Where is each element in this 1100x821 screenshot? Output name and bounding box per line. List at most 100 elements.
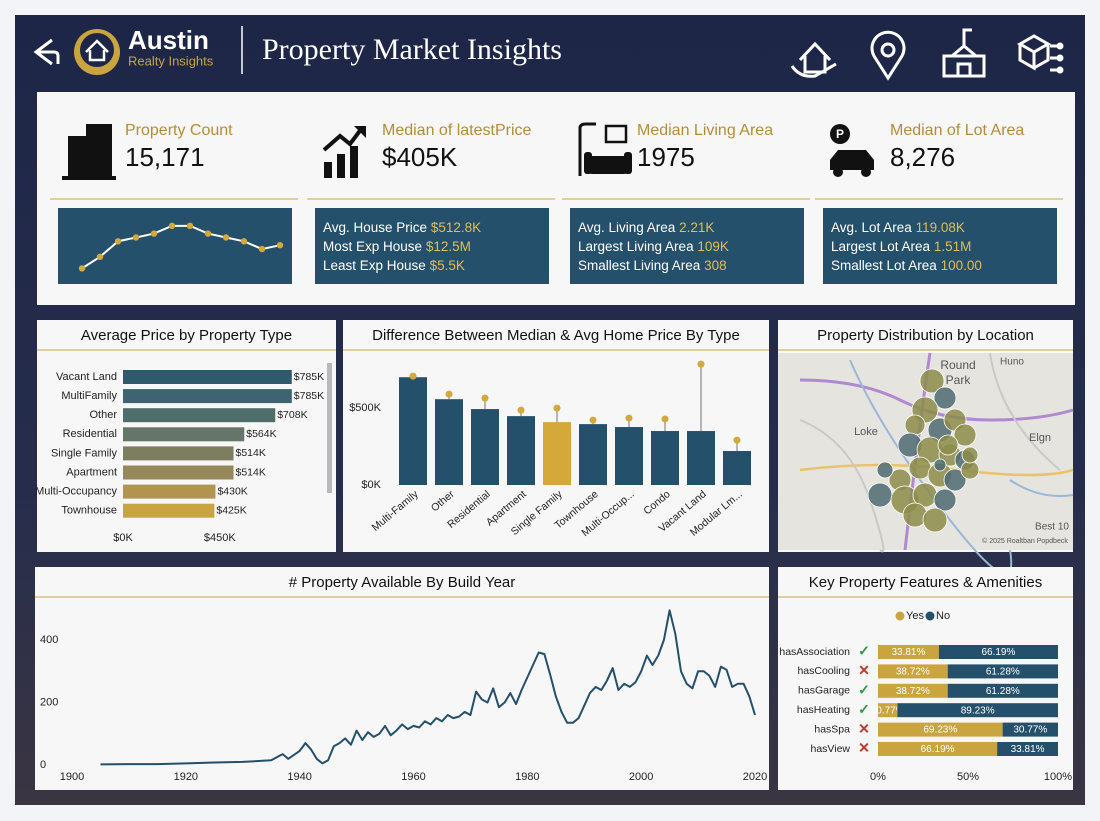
bar [723,451,751,485]
status-icon: ✓ [858,701,870,717]
sparkline-point [258,245,266,253]
kpi-detail-label: Largest Living Area [578,239,694,254]
nav-location-icon[interactable] [870,30,906,81]
status-icon: ✕ [858,662,870,678]
bar-segment [897,703,1058,718]
kpi-detail-value: $5.5K [430,258,465,273]
kpi-detail-value: $12.5M [426,239,471,254]
x-tick-label: 1900 [60,771,84,783]
map-label: © 2025 Roaltban Popdbeck [982,537,1068,545]
average-dot [445,390,453,398]
bar [123,427,245,442]
category-label: MultiFamily [61,390,117,402]
chart-icon [322,126,366,178]
kpi-value: 8,276 [890,142,955,172]
kpi-detail-label: Most Exp House [323,239,422,254]
kpi-label: Median of latestPrice [382,122,532,139]
living-icon [578,122,632,176]
y-tick-label: 0 [40,759,46,771]
bar [651,431,679,485]
average-dot [481,394,489,402]
map-bubble [943,468,967,492]
bar [123,408,276,423]
status-icon: ✕ [858,720,870,736]
nav-network-icon[interactable] [1016,34,1064,74]
nav-school-icon[interactable] [942,28,986,78]
value-label: 33.81% [1011,744,1045,755]
value-label: 38.72% [896,686,930,697]
category-label: hasGarage [798,685,850,697]
map-bubble [933,386,957,410]
chart-title: # Property Available By Build Year [289,574,516,591]
value-label: $708K [277,409,307,421]
y-tick-label: 400 [40,634,58,646]
value-label: 66.19% [921,744,955,755]
sparkline-point [168,222,176,230]
line [100,609,756,766]
kpi-detail-value: 1.51M [934,239,972,254]
building-icon [62,124,116,180]
value-label: 33.81% [891,647,925,658]
x-tick-label: 2020 [743,771,767,783]
value-label: 66.19% [981,647,1015,658]
value-label: 89.23% [961,705,995,716]
status-icon: ✕ [858,740,870,756]
kpi-detail-label: Avg. Living Area [578,220,676,235]
bar [507,416,535,485]
value-label: $425K [216,504,246,516]
sparkline-point [78,265,86,272]
status-icon: ✓ [858,643,870,659]
x-tick-label: 1920 [174,771,198,783]
x-tick-label: 2000 [629,771,653,783]
bar-segment [878,722,1003,737]
bar [399,377,427,485]
nav-home-icon[interactable] [790,41,837,78]
kpi-label: Property Count [125,122,233,139]
kpi-detail: Largest Living Area 109K [578,239,729,254]
map-label: Loke [854,426,878,438]
bar [123,503,215,518]
svg-text:P: P [836,127,844,141]
bar-segment [1002,722,1058,737]
kpi-detail-label: Smallest Lot Area [831,258,937,273]
value-label: $514K [236,447,266,459]
average-dot [733,436,741,444]
sparkline-point [114,238,122,245]
kpi-detail-label: Least Exp House [323,258,426,273]
legend-marker [925,611,935,621]
map-bubble [933,488,957,512]
map-label: Best 10 [1035,522,1069,533]
category-label: Single Family [51,447,118,459]
bar-segment [947,683,1058,698]
x-tick-label: $450K [204,532,236,544]
kpi-box [570,208,804,284]
value-label: 30.77% [1013,725,1047,736]
value-label: $564K [246,428,276,440]
value-label: 61.28% [986,667,1020,678]
kpi-detail: Avg. Lot Area 119.08K [831,220,965,235]
y-tick-label: 200 [40,696,58,708]
back-button[interactable] [33,38,60,66]
kpi-detail-value: 109K [697,239,729,254]
sparkline-point [96,253,104,260]
bar-segment [878,742,998,756]
value-label: 38.72% [896,667,930,678]
category-label: Multi-Occupancy [35,486,117,498]
average-dot [661,415,669,423]
kpi-box [315,208,549,284]
x-tick-label: 100% [1044,771,1072,783]
value-label: $785K [294,390,324,402]
map-bubble [904,414,926,436]
category-label: hasView [811,743,851,755]
bar [123,465,234,480]
bar-segment [878,703,898,718]
bar [543,422,571,485]
sparkline-point [204,230,212,237]
map-bubble [953,423,977,447]
chart-panel [778,567,1073,790]
kpi-detail: Least Exp House $5.5K [323,258,465,273]
status-icon: ✓ [858,682,870,698]
kpi-value: 15,171 [125,142,205,172]
average-dot [517,406,525,414]
map-bubble [867,482,893,508]
